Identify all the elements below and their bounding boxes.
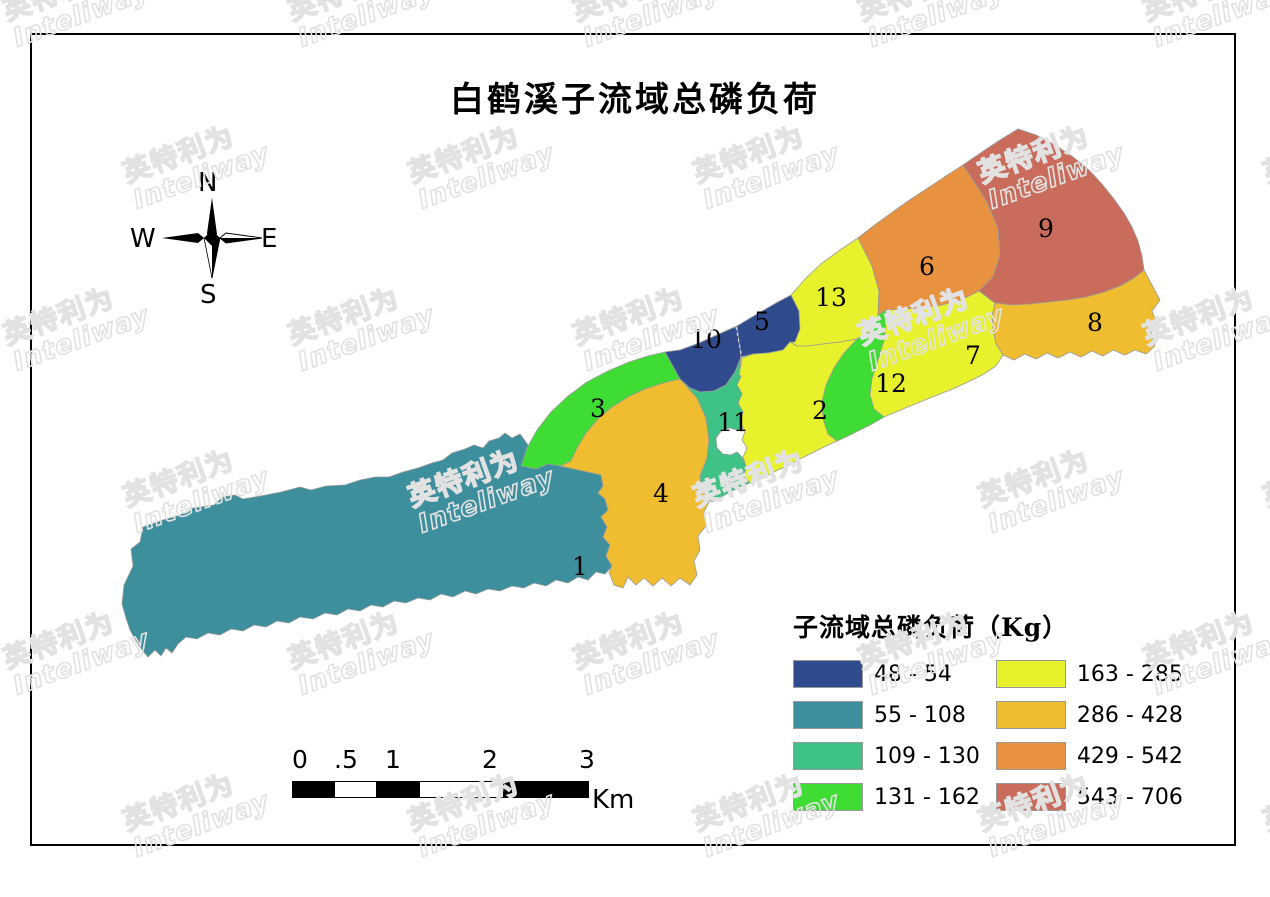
watermark-text-cn: 英特利为 [1259, 444, 1270, 514]
legend-title: 子流域总磷负荷（Kg） [793, 613, 1069, 642]
scale-segment [504, 781, 589, 798]
watermark-text-cn: 英特利为 [1139, 0, 1270, 28]
legend-item-label: 429 - 542 [1076, 743, 1183, 769]
legend-item-label: 543 - 706 [1076, 784, 1183, 810]
compass-north-label: N [198, 168, 218, 198]
legend-item[interactable]: 109 - 130 [793, 742, 980, 770]
scale-tick-4: 3 [579, 745, 595, 774]
legend-swatch-icon [995, 701, 1066, 729]
legend-item-label: 163 - 285 [1076, 661, 1183, 687]
watermark-text-cn: 英特利为 [1259, 768, 1270, 838]
legend-columns: 48 - 54 55 - 108 109 - 130 131 - 162 163… [793, 660, 1213, 811]
legend-swatch-icon [793, 701, 863, 729]
legend-item[interactable]: 286 - 428 [995, 701, 1183, 729]
legend-swatch-icon [995, 660, 1066, 688]
watermark-text-cn: 英特利为 [0, 0, 144, 28]
legend-item-label: 131 - 162 [874, 784, 980, 810]
watermark-text-cn: 英特利为 [284, 0, 429, 28]
legend-item[interactable]: 163 - 285 [995, 660, 1183, 688]
scale-tick-2: 1 [385, 745, 401, 774]
legend-swatch-icon [793, 783, 863, 811]
map-frame-border [30, 33, 1236, 846]
scale-segment [376, 781, 420, 798]
legend-item[interactable]: 55 - 108 [793, 701, 980, 729]
legend-item-label: 48 - 54 [874, 661, 952, 687]
watermark-text-cn: 英特利为 [854, 0, 999, 28]
legend-column-left: 48 - 54 55 - 108 109 - 130 131 - 162 [793, 660, 980, 811]
compass-rose: N S W E [130, 168, 295, 320]
legend-item[interactable]: 429 - 542 [995, 742, 1183, 770]
legend-item-label: 55 - 108 [874, 702, 966, 728]
legend-swatch-icon [793, 742, 863, 770]
legend-item[interactable]: 131 - 162 [793, 783, 980, 811]
legend-item-label: 109 - 130 [874, 743, 980, 769]
legend-swatch-icon [793, 660, 863, 688]
scale-segment [334, 781, 377, 798]
scale-segment [419, 781, 505, 798]
watermark-text-cn: 英特利为 [569, 0, 714, 28]
compass-east-label: E [261, 224, 278, 254]
scale-unit-label: Km [592, 785, 635, 815]
legend-column-right: 163 - 285 286 - 428 429 - 542 543 - 706 [995, 660, 1183, 811]
scale-tick-3: 2 [482, 745, 498, 774]
scale-bar: 0 .5 1 2 3 Km [292, 745, 634, 815]
legend-swatch-icon [995, 742, 1066, 770]
scale-tick-1: .5 [334, 745, 358, 774]
watermark-text-cn: 英特利为 [1259, 120, 1270, 190]
scale-tick-0: 0 [292, 745, 308, 774]
compass-south-label: S [200, 280, 217, 310]
compass-star-icon [162, 198, 263, 279]
page-title: 白鹤溪子流域总磷负荷 [450, 80, 820, 120]
legend-item[interactable]: 543 - 706 [995, 783, 1183, 811]
compass-west-label: W [130, 224, 156, 254]
legend: 子流域总磷负荷（Kg） 48 - 54 55 - 108 109 - 130 1… [793, 608, 1213, 811]
legend-swatch-icon [995, 783, 1066, 811]
legend-item-label: 286 - 428 [1076, 702, 1183, 728]
scale-segment [292, 781, 335, 798]
legend-item[interactable]: 48 - 54 [793, 660, 980, 688]
scale-bar-segments [292, 781, 589, 798]
